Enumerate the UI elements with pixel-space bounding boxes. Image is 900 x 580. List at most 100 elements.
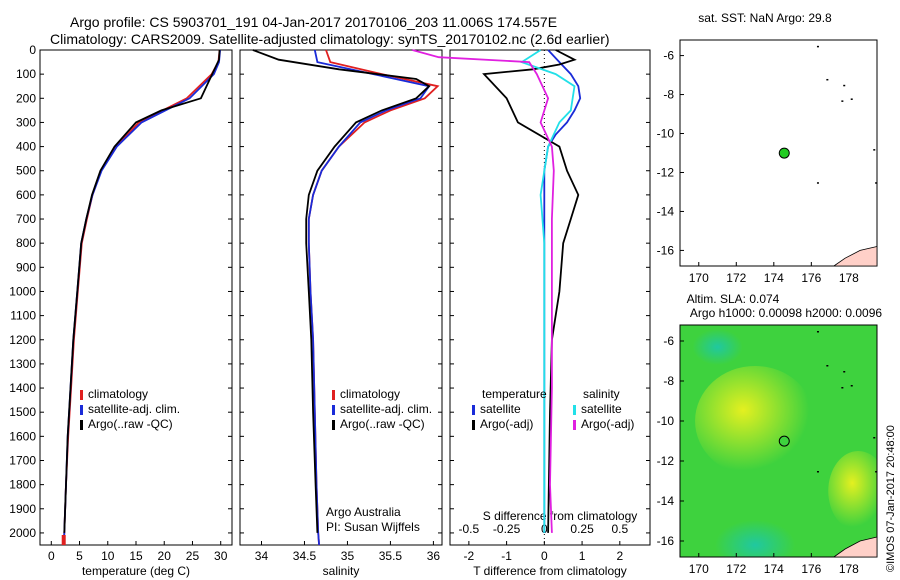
sst-map-title: sat. SST: NaN Argo: 29.8 [698,11,832,25]
map-x-tick-label: 170 [689,562,709,576]
map-y-tick-label: -6 [663,49,674,63]
x-tick-label: 34.5 [293,549,317,563]
x-top-tick-label: 0.5 [611,522,628,536]
figure-title-line1: Argo profile: CS 5903701_191 04-Jan-2017… [70,14,558,30]
x-tick-label: 1 [579,549,586,563]
legend-entry: Argo(-adj) [480,417,533,431]
map-frame-sla-map [679,324,878,558]
map-x-tick-label: 178 [839,271,859,285]
map-y-tick-label: -8 [663,88,674,102]
map-y-tick-label: -8 [663,374,674,388]
y-tick-label: 500 [16,164,36,178]
y-tick-label: 0 [29,43,36,57]
legend-entry: climatology [340,387,400,401]
x-axis-label: T difference from climatology [473,564,627,578]
panel-frame-difference [449,49,651,546]
series-line-salinity-1 [307,49,431,546]
legend-swatch [573,405,576,415]
island-mark [873,149,876,151]
island-mark [841,100,844,102]
x-top-tick-label: -0.5 [459,522,480,536]
map-y-tick-label: -16 [657,534,675,548]
y-tick-label: 1100 [10,309,36,323]
x-tick-label: -1 [501,549,512,563]
x-top-axis-label: S difference from climatology [483,509,638,523]
x-tick-label: 15 [129,549,143,563]
map-y-tick-label: -14 [657,204,675,218]
y-tick-label: 1500 [9,405,36,419]
island-mark [850,385,853,387]
bottom-marker [61,535,66,545]
series-line-difference-2 [519,49,576,533]
x-tick-label: 2 [616,549,623,563]
island-mark [875,182,878,184]
y-tick-label: 1700 [9,453,36,467]
series-line-salinity-2 [252,49,431,533]
legend-swatch [472,420,475,430]
legend-swatch [80,390,83,400]
legend-swatch [80,420,83,430]
legend-entry: Argo(..raw -QC) [88,417,173,431]
y-tick-label: 1800 [9,478,36,492]
map-y-tick-label: -10 [657,414,675,428]
y-tick-label: 700 [16,212,36,226]
x-top-tick-label: 0.25 [570,522,594,536]
legend-entry: salinity [583,387,620,401]
legend-entry: Argo(-adj) [581,417,634,431]
legend-entry: satellite [581,402,622,416]
y-tick-label: 300 [16,115,36,129]
copyright-note: ©IMOS 07-Jan-2017 20:48:00 [885,425,897,572]
y-tick-label: 100 [16,67,36,81]
map-y-tick-label: -12 [657,454,675,468]
y-tick-label: 1000 [9,284,36,298]
island-mark [816,182,819,184]
legend-swatch [472,405,475,415]
map-x-tick-label: 170 [689,271,709,285]
x-tick-label: 36 [427,549,441,563]
y-tick-label: 200 [16,91,36,105]
y-tick-label: 2000 [9,526,36,540]
y-tick-label: 800 [16,236,36,250]
legend-entry: satellite-adj. clim. [88,402,180,416]
series-line-temperature-2 [63,49,221,533]
sla-high-region [828,451,877,531]
y-tick-label: 1400 [9,381,36,395]
map-x-tick-label: 176 [801,562,821,576]
x-tick-label: 25 [186,549,200,563]
island-mark [816,45,819,48]
legend-entry: satellite-adj. clim. [340,402,432,416]
x-tick-label: 0 [48,549,55,563]
island-mark [826,78,829,81]
island-mark [826,365,829,367]
y-tick-label: 900 [16,260,36,274]
legend-swatch [332,390,335,400]
sla-low-region [715,520,796,557]
map-y-tick-label: -10 [657,127,675,141]
argo-float-position [778,435,790,447]
series-line-temperature-1 [62,49,221,546]
x-tick-label: 30 [214,549,228,563]
legend-swatch [573,420,576,430]
series-line-difference-1 [482,49,580,533]
map-x-tick-label: 176 [801,271,821,285]
x-top-tick-label: -0.25 [493,522,521,536]
map-y-tick-label: -12 [657,165,675,179]
panel-frame-salinity [239,49,443,546]
y-tick-label: 1900 [9,502,36,516]
figure-title-line2: Climatology: CARS2009. Satellite-adjuste… [50,31,610,47]
map-y-tick-label: -14 [657,494,675,508]
fiji-coastline [832,536,878,558]
island-mark [841,387,844,389]
island-mark [843,84,846,87]
x-tick-label: 34 [255,549,269,563]
series-line-difference-3 [412,49,555,533]
x-tick-label: 10 [101,549,115,563]
island-mark [873,437,876,439]
map-x-tick-label: 172 [726,562,746,576]
y-tick-label: 1200 [9,333,36,347]
legend-entry: satellite [480,402,521,416]
legend-entry: temperature [482,387,547,401]
y-tick-label: 1300 [9,357,36,371]
island-mark [875,471,878,473]
island-mark [850,98,853,100]
